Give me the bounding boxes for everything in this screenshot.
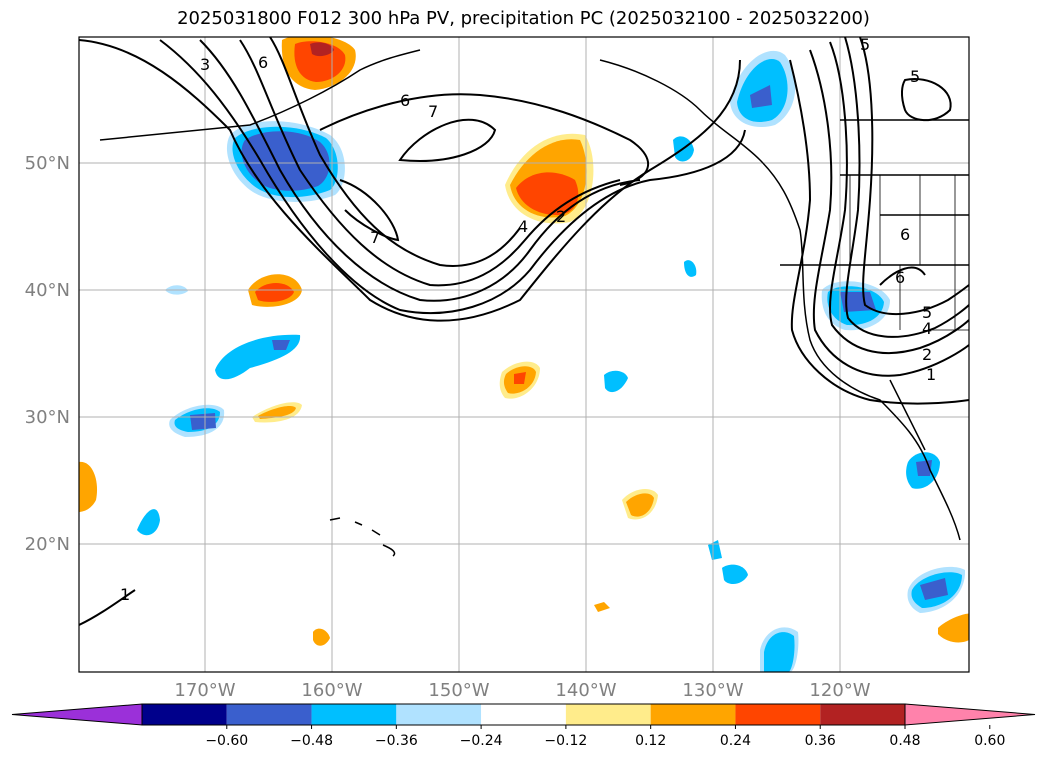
contour-label: 7 [428,102,438,121]
lon-label: 150°W [428,680,489,701]
contour-label: 6 [900,225,910,244]
colorbar-tick-label: −0.24 [460,733,503,749]
lon-label: 140°W [555,680,616,701]
contour-label: 6 [895,268,905,287]
contour-label: 6 [258,53,268,72]
lon-label: 170°W [174,680,235,701]
graticule [79,37,969,672]
colorbar-segment [481,704,566,725]
contour-label: 5 [922,303,932,322]
contour-label: 4 [518,217,528,236]
contour-label: 5 [860,35,870,54]
colorbar-segment [396,704,482,725]
lat-label: 40°N [25,280,70,301]
colorbar-tick-label: 0.36 [805,733,836,749]
colorbar-tick-label: 0.24 [720,733,751,749]
pv-contours [79,37,969,626]
colorbar-extend-low [11,703,143,726]
colorbar-tick-labels: −0.60 −0.48 −0.36 −0.24 −0.12 0.12 0.24 0.36 0.4… [205,725,1005,749]
map-background [79,37,969,672]
coastlines [99,49,969,557]
colorbar-tick-label: 0.48 [889,733,920,749]
colorbar-tick-label: 0.60 [974,733,1005,749]
contour-label: 1 [926,365,936,384]
contour-label: 1 [120,585,130,604]
colorbar-extend-high [904,703,1036,726]
lat-label: 20°N [25,534,70,555]
colorbar-segment [820,704,905,725]
contour-label: 6 [400,91,410,110]
lon-label: 160°W [301,680,362,701]
contour-label: 4 [922,319,932,338]
map-title: 2025031800 F012 300 hPa PV, precipitatio… [177,8,870,29]
colorbar-segment [142,704,227,725]
colorbar-segment [226,704,312,725]
colorbar-segment [650,704,736,725]
map-frame [78,36,970,673]
colorbar-tick-label: −0.48 [290,733,333,749]
latitude-labels: 50°N 40°N 30°N 20°N [25,153,70,555]
state-borders [849,175,969,331]
colorbar [11,703,1036,726]
contour-label: 5 [910,67,920,86]
colorbar-segment [565,704,651,725]
contour-label: 2 [556,207,566,226]
colorbar-segment [311,704,397,725]
lat-label: 30°N [25,407,70,428]
contour-label: 7 [370,228,380,247]
colorbar-segment [735,704,821,725]
colorbar-frame [141,703,906,726]
colorbar-tick-label: −0.60 [205,733,248,749]
colorbar-tick-label: −0.12 [544,733,587,749]
lon-label: 120°W [809,680,870,701]
lat-label: 50°N [25,153,70,174]
contour-label: 3 [200,55,210,74]
precipitation-shading [79,37,969,672]
lon-label: 130°W [682,680,743,701]
colorbar-tick-label: 0.12 [635,733,666,749]
contour-labels: 3 6 6 7 7 4 2 5 5 6 6 5 4 2 1 1 [120,35,936,604]
colorbar-tick-label: −0.36 [375,733,418,749]
longitude-labels: 170°W 160°W 150°W 140°W 130°W 120°W [174,680,870,701]
contour-label: 2 [922,345,932,364]
